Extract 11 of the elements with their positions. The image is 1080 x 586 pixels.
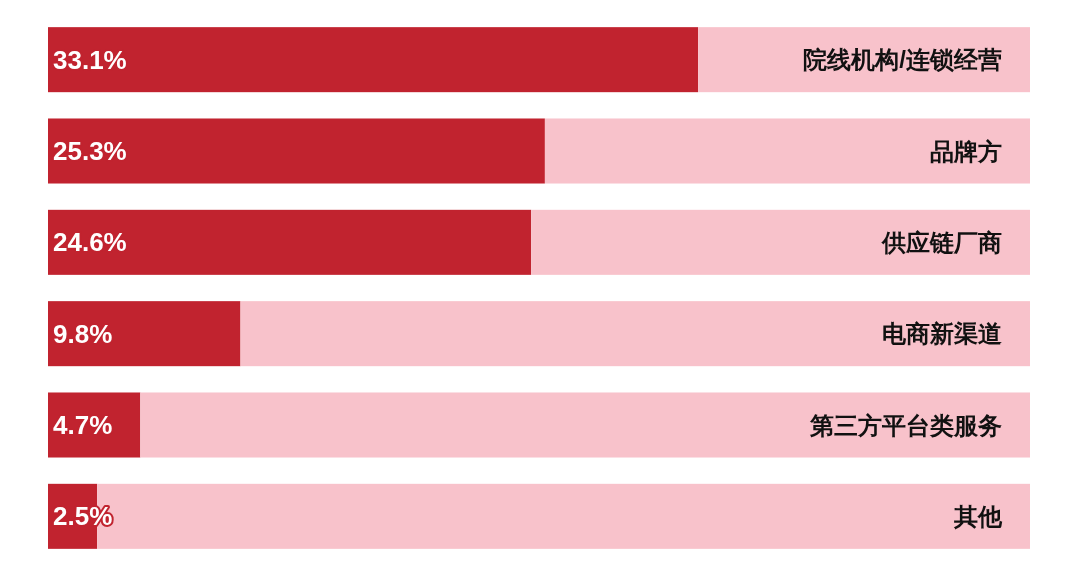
data-label: 25.3% [53, 136, 127, 166]
category-label: 其他 [954, 502, 1002, 530]
category-label: 供应链厂商 [882, 228, 1002, 256]
category-label: 品牌方 [930, 137, 1002, 165]
category-label: 电商新渠道 [882, 320, 1002, 348]
category-label: 院线机构/连锁经营 [803, 46, 1002, 74]
data-label: 24.6% [53, 227, 127, 258]
data-label: 4.7% [53, 410, 113, 440]
data-label: 33.1% [53, 44, 127, 75]
data-label: 9.8% [53, 318, 113, 349]
category-label: 第三方平台类服务 [810, 411, 1002, 439]
